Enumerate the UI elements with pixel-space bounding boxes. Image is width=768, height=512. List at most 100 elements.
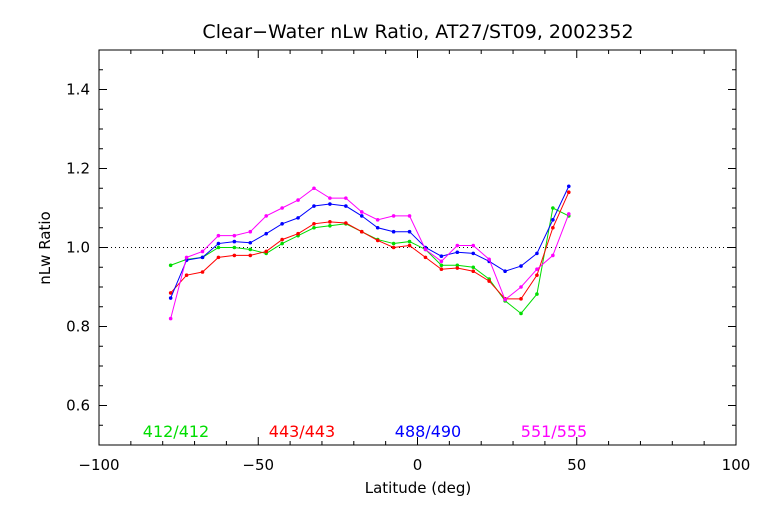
data-point [455,263,460,268]
data-point [471,265,476,270]
data-point [216,255,221,260]
data-point [200,270,205,274]
data-point [184,255,189,260]
data-point [216,241,221,246]
y-axis-label: nLw Ratio [36,211,54,284]
legend-entry: 412/412 [143,422,209,441]
series-line [170,207,570,315]
series-line [170,191,570,300]
data-point [375,225,380,230]
x-tick-label: −100 [78,456,119,474]
data-point [566,184,571,189]
data-point [439,254,444,258]
data-point [168,291,173,295]
data-point [407,243,412,248]
data-point [264,249,269,254]
data-point [391,229,396,234]
data-point [280,222,284,226]
data-point [423,255,428,260]
data-point [359,214,364,218]
series-line [170,186,570,299]
y-tick-label: 0.6 [66,397,90,415]
data-point [407,239,412,244]
data-point [328,202,332,206]
data-point [471,251,476,256]
data-point [439,259,444,264]
data-point [487,257,491,262]
data-point [455,243,460,248]
legend: 412/412 443/443 488/490 551/555 [143,422,587,441]
data-point [312,186,316,191]
data-point [551,218,555,222]
data-point [216,233,221,238]
data-point [280,206,284,210]
data-point [344,221,348,225]
data-point [551,206,555,210]
data-point [391,245,396,250]
data-point [359,229,364,234]
data-point [487,279,491,283]
data-point [168,296,173,300]
data-point [248,247,253,252]
data-point [503,269,507,274]
data-point [471,243,476,248]
data-point [375,218,380,222]
data-point [566,190,571,194]
data-point [551,225,555,230]
data-point [328,196,332,200]
axis-ticks: −100 −50 0 50 100 0.6 0.8 1.0 1.2 1.4 [66,49,751,474]
x-tick-label: 0 [413,456,423,474]
data-point [407,229,412,234]
data-point [168,316,173,321]
data-point [519,297,523,301]
data-point [359,210,364,214]
data-point [184,273,189,277]
data-point [248,240,253,245]
y-tick-label: 1.0 [66,239,90,257]
data-point [296,231,300,236]
data-point [391,214,396,218]
data-point [551,253,555,258]
data-point [312,225,316,230]
data-point [296,198,300,202]
x-tick-label: 50 [567,456,586,474]
data-point [248,253,253,258]
data-point [471,269,476,274]
series-488-490 [168,184,571,300]
data-point [168,263,173,268]
data-point [407,214,412,218]
x-axis-label: Latitude (deg) [365,479,471,497]
data-point [280,237,284,242]
series-443-443 [168,190,571,301]
data-point [216,245,221,250]
data-point [344,196,348,200]
data-point [519,264,523,268]
data-point [455,266,460,270]
data-point [296,216,300,220]
x-tick-label: −50 [242,456,274,474]
data-point [248,229,253,234]
data-point [375,238,380,243]
series-line [170,187,570,319]
y-tick-label: 1.4 [66,81,90,99]
data-point [423,247,428,252]
data-point [328,223,332,228]
data-point [200,255,205,260]
data-point [535,273,539,277]
series-551-555 [168,186,571,321]
data-point [328,220,332,224]
data-point [439,267,444,272]
legend-entry: 551/555 [521,422,587,441]
plot-frame [98,49,737,446]
data-point [503,297,507,302]
x-tick-label: 100 [722,456,751,474]
legend-entry: 488/490 [395,422,461,441]
data-point [232,239,237,244]
data-point [391,241,396,246]
y-tick-label: 1.2 [66,160,90,178]
data-point [455,250,460,255]
data-point [232,245,237,250]
data-point [232,253,237,258]
data-point [312,222,316,226]
data-point [264,214,269,218]
